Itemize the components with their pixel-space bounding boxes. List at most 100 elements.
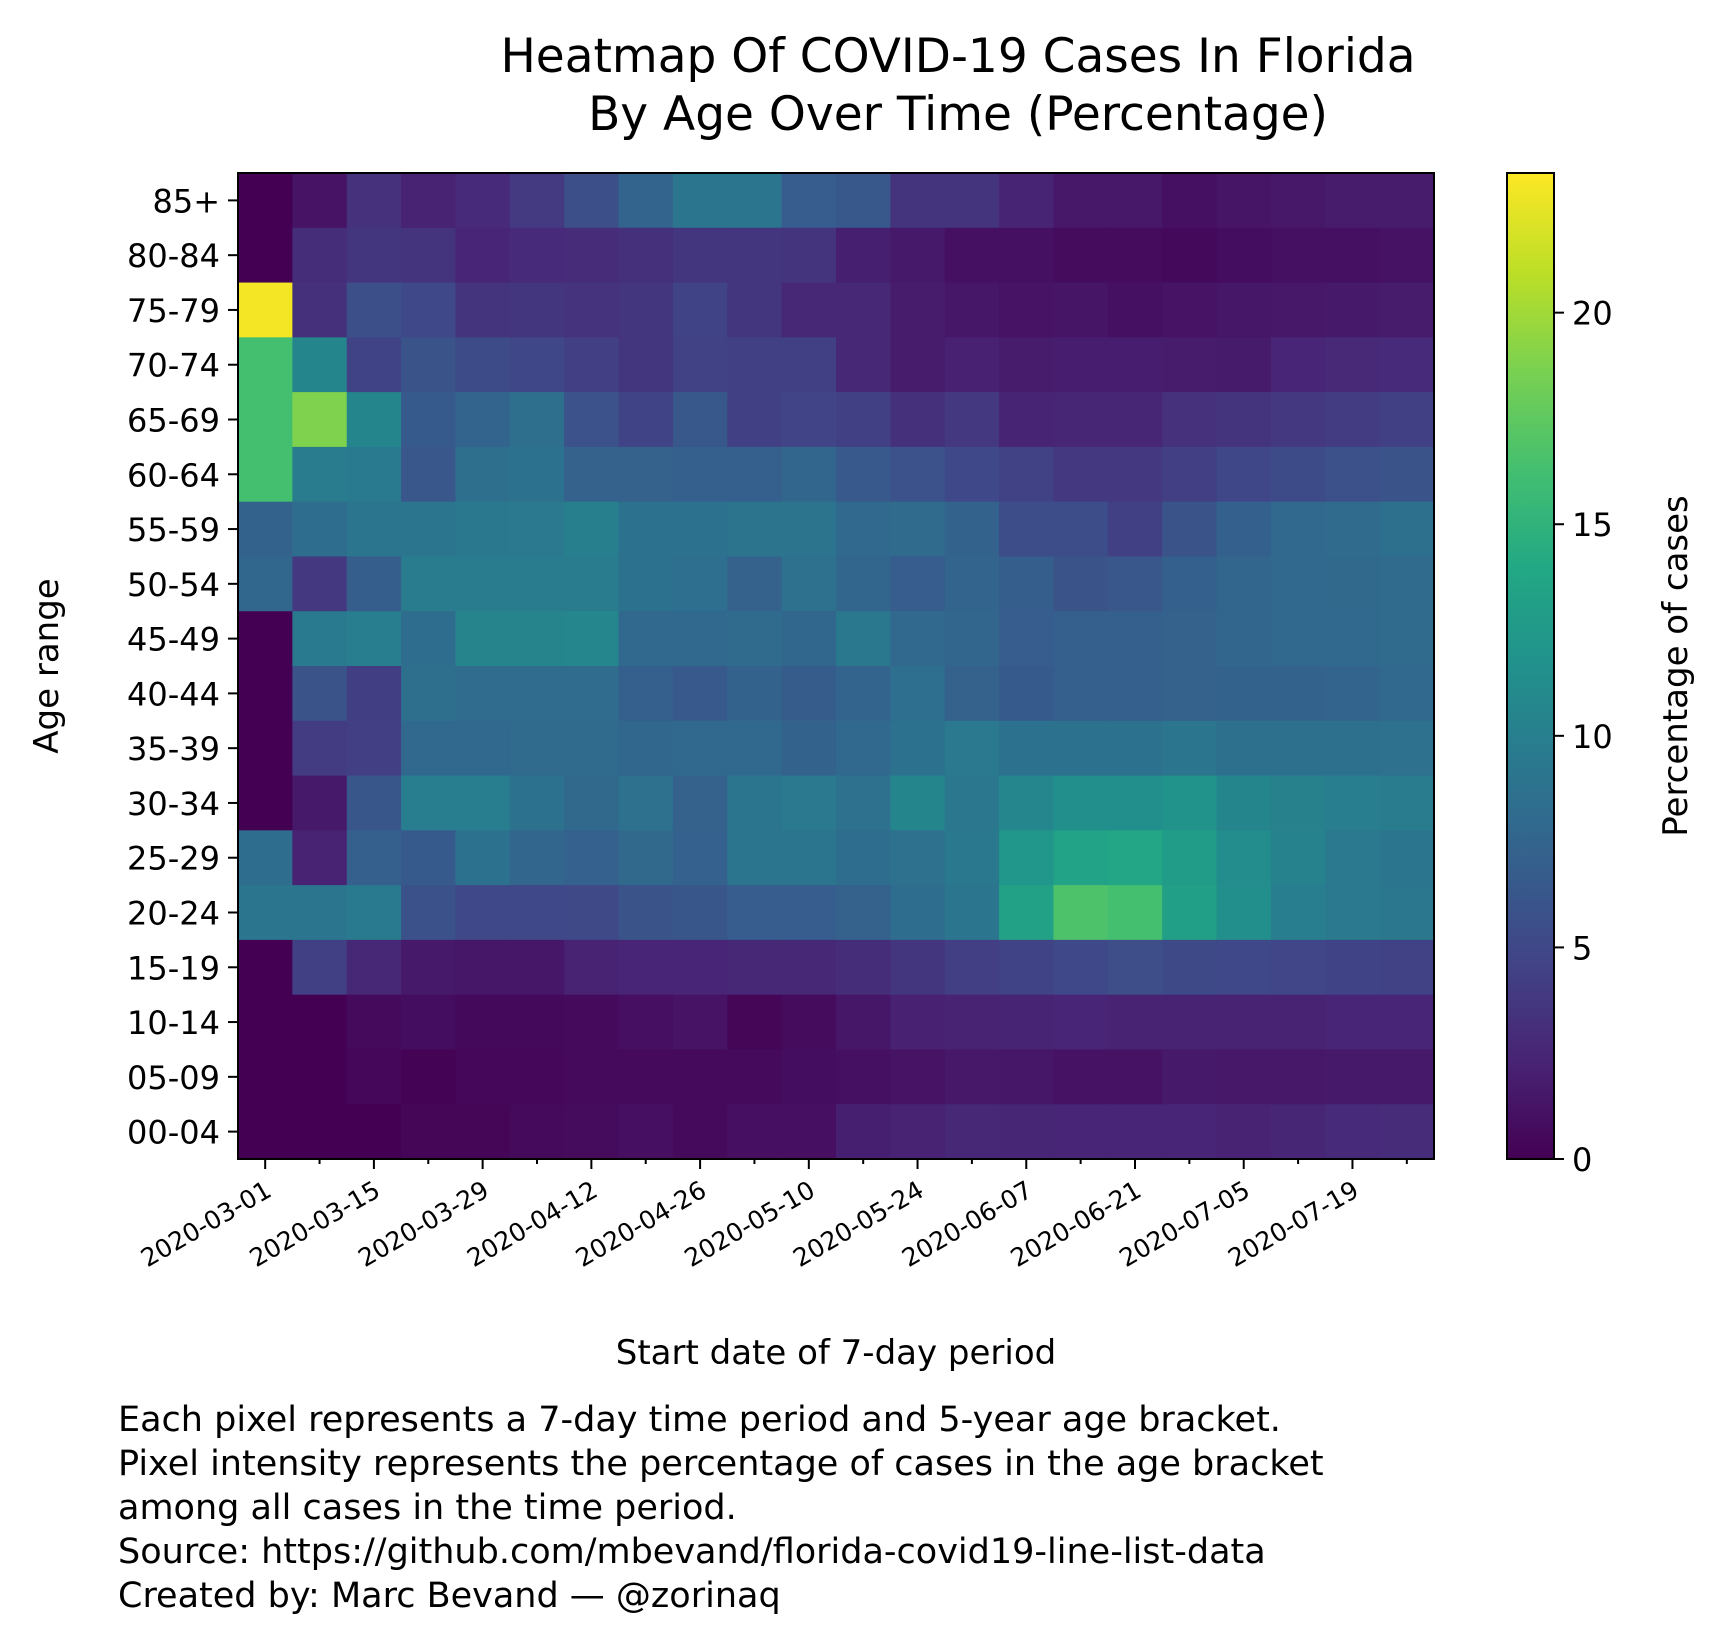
heatmap-cell [1379, 830, 1435, 886]
heatmap-cell [1107, 720, 1163, 777]
heatmap-cell [1216, 227, 1272, 284]
heatmap-cell [999, 611, 1055, 667]
heatmap-cell [1325, 337, 1381, 393]
heatmap-cell [618, 227, 674, 284]
heatmap-cell [944, 994, 1000, 1051]
heatmap-cell [944, 392, 1000, 448]
heatmap-cell [999, 994, 1055, 1051]
heatmap-cell [455, 720, 511, 777]
heatmap-cell [944, 1104, 1000, 1160]
heatmap-cell [1270, 885, 1326, 941]
heatmap-cell [1216, 501, 1272, 558]
heatmap-cell [564, 282, 620, 338]
heatmap-cell [1162, 830, 1218, 886]
heatmap-chart: Heatmap Of COVID-19 Cases In Florida By … [27, 29, 1696, 1373]
heatmap-cell [1379, 446, 1435, 503]
heatmap-cell [1379, 337, 1435, 393]
heatmap-cell [1162, 556, 1218, 612]
heatmap-cell [564, 446, 620, 503]
heatmap-cell [618, 720, 674, 777]
heatmap-cell [618, 446, 674, 503]
heatmap-cell [401, 501, 457, 558]
heatmap-cell [672, 666, 728, 722]
heatmap-cell [238, 282, 293, 338]
heatmap-cell [1053, 666, 1109, 722]
heatmap-cell [564, 885, 620, 941]
heatmap-cell [727, 446, 783, 503]
y-tick-label: 50-54 [127, 566, 220, 604]
heatmap-cell [401, 611, 457, 667]
heatmap-cell [944, 227, 1000, 284]
heatmap-cell [836, 666, 891, 722]
heatmap-cell [1216, 392, 1272, 448]
heatmap-cell [1216, 939, 1272, 996]
heatmap-cell [781, 173, 837, 229]
heatmap-cell [1270, 994, 1326, 1051]
heatmap-cell [1379, 939, 1435, 996]
heatmap-cell [999, 173, 1055, 229]
heatmap-cell [455, 939, 511, 996]
heatmap-cell [727, 556, 783, 612]
footnote-source: Source: https://github.com/mbevand/flori… [118, 1532, 1266, 1572]
heatmap-cell [1162, 392, 1218, 448]
heatmap-cell [944, 446, 1000, 503]
heatmap-cell [890, 446, 946, 503]
heatmap-cell [564, 666, 620, 722]
heatmap-cell [836, 720, 891, 777]
y-tick-label: 00-04 [127, 1114, 220, 1152]
heatmap-cell [401, 1049, 457, 1105]
heatmap-cell [1107, 501, 1163, 558]
heatmap-cell [1216, 282, 1272, 338]
heatmap-cell [238, 446, 293, 503]
heatmap-cell [672, 830, 728, 886]
colorbar-tick-label: 5 [1572, 929, 1592, 967]
heatmap-cell [1107, 1049, 1163, 1105]
heatmap-cell [346, 1104, 402, 1160]
heatmap-cell [999, 446, 1055, 503]
heatmap-cell [346, 392, 402, 448]
heatmap-cell [1162, 611, 1218, 667]
heatmap-cells [238, 173, 1435, 1160]
heatmap-cell [509, 775, 565, 831]
heatmap-cell [890, 227, 946, 284]
heatmap-cell [781, 885, 837, 941]
heatmap-cell [672, 392, 728, 448]
heatmap-cell [944, 885, 1000, 941]
heatmap-cell [346, 939, 402, 996]
heatmap-cell [238, 1104, 293, 1160]
y-tick-label: 60-64 [127, 456, 220, 494]
heatmap-cell [238, 939, 293, 996]
heatmap-cell [1270, 227, 1326, 284]
heatmap-cell [1107, 939, 1163, 996]
heatmap-cell [238, 611, 293, 667]
heatmap-cell [999, 775, 1055, 831]
heatmap-cell [618, 173, 674, 229]
heatmap-cell [455, 392, 511, 448]
heatmap-cell [672, 282, 728, 338]
heatmap-cell [292, 392, 348, 448]
y-tick-label: 75-79 [127, 292, 220, 330]
heatmap-cell [618, 556, 674, 612]
heatmap-cell [727, 501, 783, 558]
heatmap-cell [1053, 885, 1109, 941]
heatmap-cell [727, 173, 783, 229]
heatmap-cell [1325, 173, 1381, 229]
heatmap-cell [1053, 994, 1109, 1051]
heatmap-cell [781, 720, 837, 777]
heatmap-cell [292, 830, 348, 886]
heatmap-cell [999, 720, 1055, 777]
heatmap-cell [1107, 282, 1163, 338]
heatmap-cell [401, 939, 457, 996]
footnote-line: among all cases in the time period. [118, 1488, 737, 1528]
heatmap-cell [238, 173, 293, 229]
footnote-line: Pixel intensity represents the percentag… [118, 1444, 1324, 1484]
y-tick-label: 45-49 [127, 621, 220, 659]
y-tick-label: 30-34 [127, 785, 220, 823]
heatmap-cell [618, 1049, 674, 1105]
heatmap-cell [564, 556, 620, 612]
heatmap-cell [1162, 1104, 1218, 1160]
heatmap-cell [564, 830, 620, 886]
heatmap-cell [999, 282, 1055, 338]
chart-footnote: Each pixel represents a 7-day time perio… [118, 1398, 1678, 1618]
heatmap-cell [672, 337, 728, 393]
